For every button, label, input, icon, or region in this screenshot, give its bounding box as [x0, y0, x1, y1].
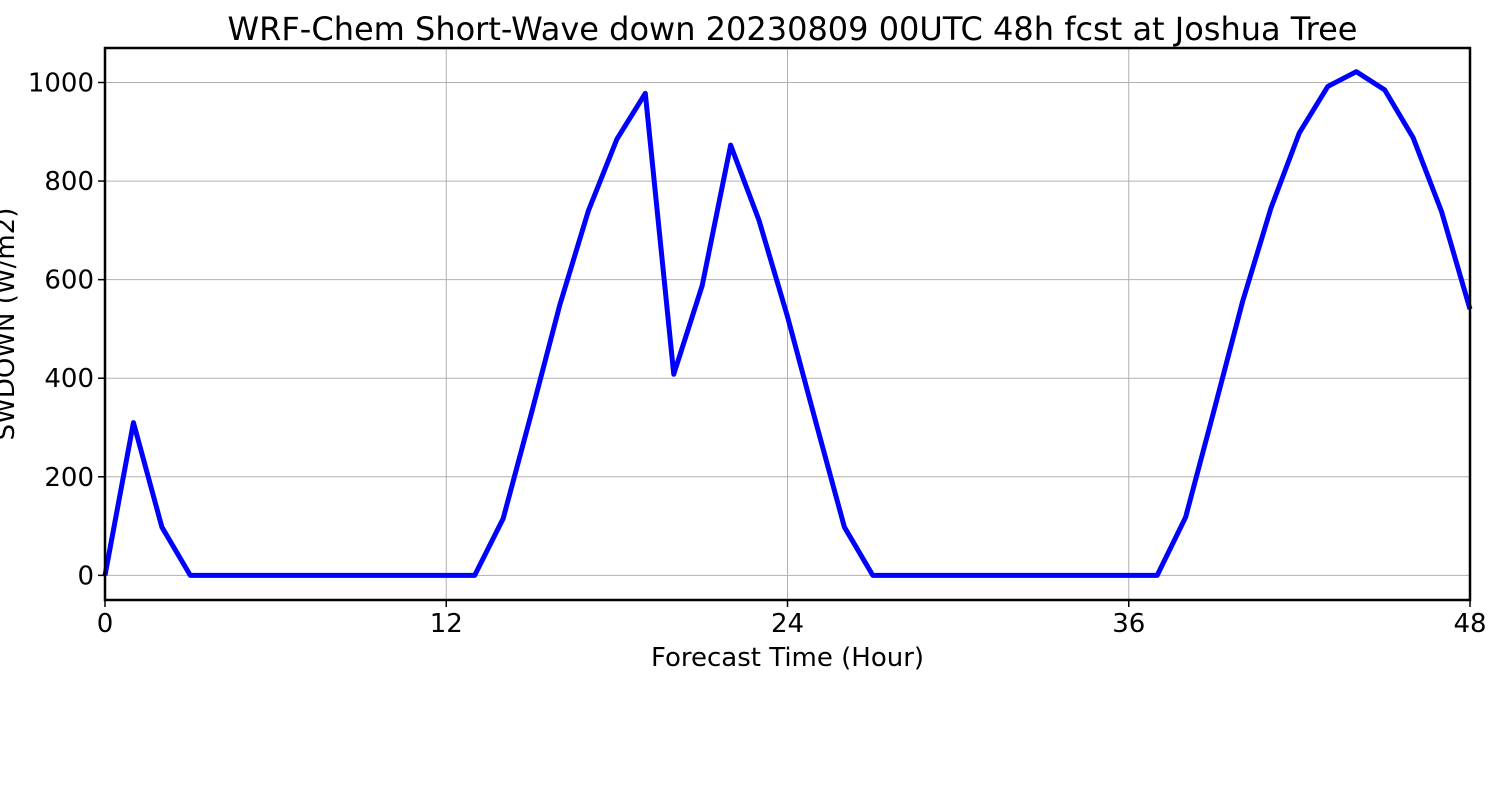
y-tick-label: 800	[44, 167, 94, 197]
x-tick-label: 24	[771, 609, 804, 639]
x-axis-label: Forecast Time (Hour)	[651, 643, 924, 673]
chart-title: WRF-Chem Short-Wave down 20230809 00UTC …	[228, 10, 1358, 48]
y-tick-label: 0	[77, 561, 94, 591]
y-axis-label: SWDOWN (W/m2)	[0, 208, 21, 441]
axis-ticks: 0 12 24 36 48 0 200 400 600 800 1000	[28, 69, 1487, 640]
x-tick-label: 0	[97, 609, 114, 639]
series-layer	[102, 69, 1473, 578]
x-tick-label: 36	[1112, 609, 1145, 639]
y-tick-label: 1000	[28, 69, 94, 99]
x-tick-label: 48	[1453, 609, 1486, 639]
x-tick-label: 12	[430, 609, 463, 639]
y-tick-label: 200	[44, 463, 94, 493]
y-tick-label: 400	[44, 364, 94, 394]
series-line	[102, 69, 1473, 578]
y-tick-label: 600	[44, 266, 94, 296]
